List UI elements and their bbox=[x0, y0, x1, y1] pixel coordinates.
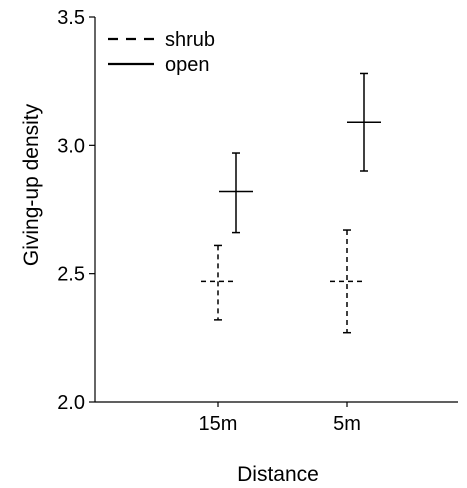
axes bbox=[94, 17, 458, 403]
legend-label-shrub: shrub bbox=[165, 29, 215, 51]
errorbar-open bbox=[347, 72, 381, 172]
x-axis-label: Distance bbox=[237, 463, 319, 486]
y-tick-label: 3.5 bbox=[57, 7, 85, 29]
y-tick-label: 2.0 bbox=[57, 392, 85, 414]
x-tick-label: 15m bbox=[199, 413, 238, 435]
legend: shrub open bbox=[108, 29, 215, 76]
errorbar-shrub bbox=[330, 229, 364, 334]
errorbar-open bbox=[219, 152, 253, 234]
y-axis-label: Giving-up density bbox=[20, 103, 43, 266]
errorbar-shrub bbox=[201, 244, 235, 321]
legend-label-open: open bbox=[165, 54, 210, 76]
x-axis-ticks: 15m 5m bbox=[199, 402, 361, 435]
error-bar-marks bbox=[201, 72, 381, 334]
y-tick-label: 2.5 bbox=[57, 264, 85, 286]
y-tick-label: 3.0 bbox=[57, 135, 85, 157]
y-axis-ticks: 2.0 2.5 3.0 3.5 bbox=[57, 7, 95, 414]
x-tick-label: 5m bbox=[333, 413, 361, 435]
